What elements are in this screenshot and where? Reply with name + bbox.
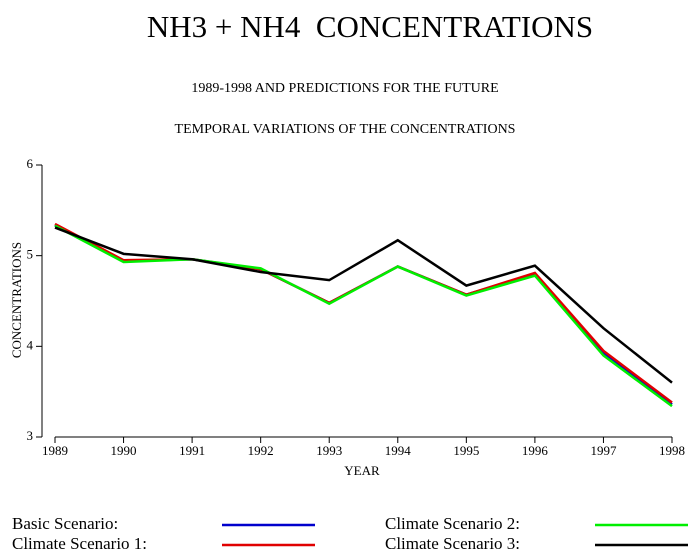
chart-title: NH3 + NH4 CONCENTRATIONS [147,9,593,44]
y-tick-label: 6 [27,156,34,171]
y-tick-label: 3 [27,428,34,443]
y-axis-label: CONCENTRATIONS [9,242,24,358]
legend-label: Climate Scenario 1: [12,534,147,553]
x-axis-label: YEAR [344,463,380,478]
chart-subtitle: TEMPORAL VARIATIONS OF THE CONCENTRATION… [175,122,516,137]
x-tick-label: 1991 [179,443,205,458]
x-tick-label: 1995 [453,443,479,458]
series-line [54,222,673,404]
series-line [54,223,673,406]
x-tick-label: 1994 [385,443,412,458]
series-line [54,226,673,384]
legend-label: Climate Scenario 3: [385,534,520,553]
x-tick-label: 1996 [522,443,549,458]
x-tick-label: 1990 [111,443,137,458]
y-tick-label: 5 [27,247,34,262]
y-tick-label: 4 [27,337,34,352]
x-tick-label: 1997 [590,443,617,458]
chart-subtitle: 1989-1998 AND PREDICTIONS FOR THE FUTURE [191,81,498,96]
x-tick-label: 1989 [42,443,68,458]
x-tick-label: 1992 [248,443,274,458]
legend-label: Basic Scenario: [12,514,118,533]
series-line [54,224,673,408]
legend-label: Climate Scenario 2: [385,514,520,533]
x-tick-label: 1998 [659,443,685,458]
x-tick-label: 1993 [316,443,342,458]
